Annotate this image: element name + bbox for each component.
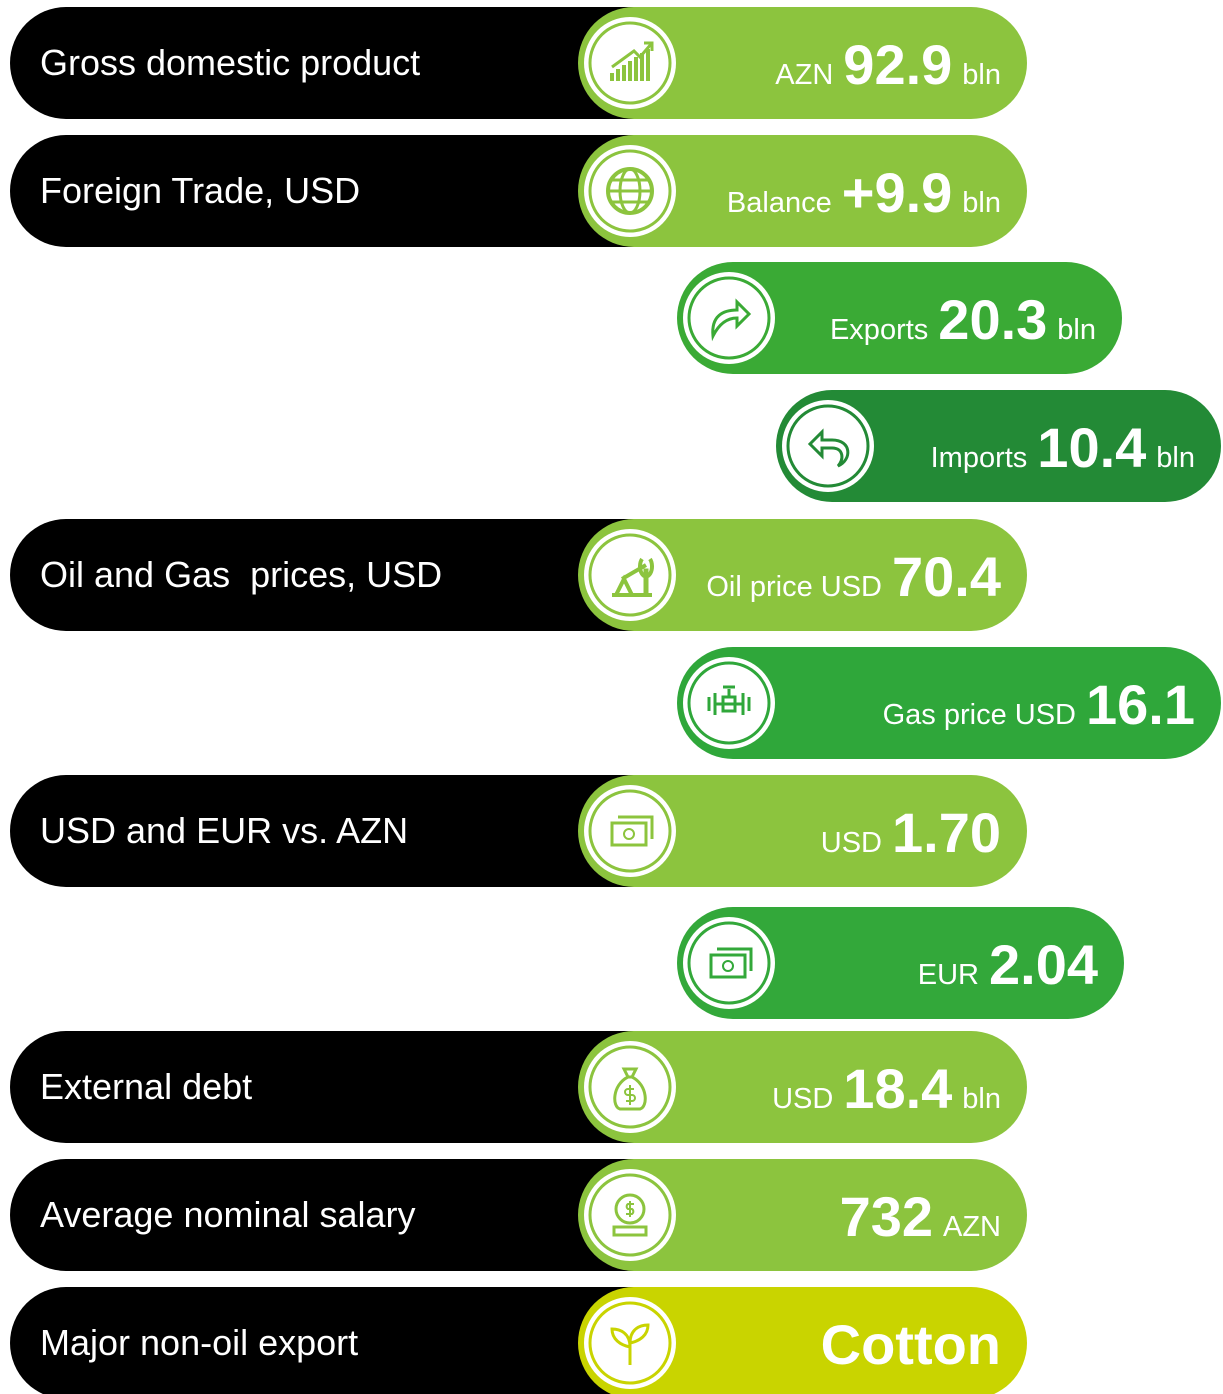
- value-text: Exports 20.3 bln: [830, 287, 1096, 352]
- value-number: 20.3: [938, 288, 1048, 351]
- value-prefix: Exports: [829, 314, 929, 346]
- value-text: EUR 2.04: [918, 932, 1098, 997]
- row-label: Oil and Gas prices, USD: [40, 554, 443, 595]
- value-number: 16.1: [1086, 673, 1195, 736]
- value-text: USD 1.70: [821, 800, 1001, 865]
- value-pill: Imports 10.4 bln: [776, 390, 1221, 502]
- row-label: Major non-oil export: [40, 1322, 359, 1363]
- value-pill: Balance +9.9 bln: [578, 135, 1027, 247]
- value-number: Cotton: [820, 1313, 1001, 1376]
- value-pill: USD 1.70: [578, 775, 1027, 887]
- value-number: 92.9: [843, 33, 953, 96]
- value-prefix: Oil price USD: [706, 571, 882, 603]
- value-suffix: bln: [1057, 314, 1096, 346]
- value-suffix: AZN: [943, 1211, 1001, 1243]
- icon: [584, 17, 676, 109]
- value-number: 18.4: [843, 1057, 953, 1120]
- value-pill: Cotton: [578, 1287, 1027, 1394]
- value-prefix: AZN: [775, 59, 834, 91]
- row-bar: Foreign Trade, USD: [10, 135, 650, 247]
- row-label: Gross domestic product: [40, 42, 421, 83]
- icon: [683, 917, 775, 1009]
- icon: [584, 145, 676, 237]
- value-number: 2.04: [989, 933, 1098, 996]
- icon: [584, 785, 676, 877]
- value-prefix: USD: [820, 827, 882, 859]
- value-pill: AZN 92.9 bln: [578, 7, 1027, 119]
- icon: [584, 1169, 676, 1261]
- value-pill: Gas price USD 16.1: [677, 647, 1221, 759]
- value-text: Balance +9.9 bln: [727, 160, 1001, 225]
- value-pill: Oil price USD 70.4: [578, 519, 1027, 631]
- row-label: Average nominal salary: [40, 1194, 416, 1235]
- icon: [584, 529, 676, 621]
- value-number: 1.70: [892, 801, 1001, 864]
- row-label: Foreign Trade, USD: [40, 170, 361, 211]
- icon: [584, 1297, 676, 1389]
- value-text: Oil price USD 70.4: [706, 544, 1001, 609]
- value-text: Gas price USD 16.1: [883, 672, 1195, 737]
- row-bar: External debt: [10, 1031, 650, 1143]
- value-number: 732: [839, 1185, 933, 1248]
- value-prefix: Balance: [726, 187, 832, 219]
- value-number: 10.4: [1037, 416, 1147, 479]
- value-text: Imports 10.4 bln: [931, 415, 1195, 480]
- row-bar: USD and EUR vs. AZN: [10, 775, 650, 887]
- value-suffix: bln: [962, 1083, 1001, 1115]
- icon: [782, 400, 874, 492]
- value-prefix: EUR: [917, 959, 979, 991]
- value-pill: USD 18.4 bln: [578, 1031, 1027, 1143]
- value-prefix: Imports: [930, 442, 1028, 474]
- icon: [683, 272, 775, 364]
- value-text: 732 AZN: [840, 1184, 1001, 1249]
- value-number: +9.9: [841, 161, 953, 224]
- row-bar: Gross domestic product: [10, 7, 650, 119]
- value-pill: EUR 2.04: [677, 907, 1124, 1019]
- row-label: External debt: [40, 1066, 253, 1107]
- value-suffix: bln: [962, 59, 1001, 91]
- value-prefix: USD: [772, 1083, 834, 1115]
- row-label: USD and EUR vs. AZN: [40, 810, 409, 851]
- icon: [584, 1041, 676, 1133]
- value-suffix: bln: [962, 187, 1001, 219]
- value-pill: Exports 20.3 bln: [677, 262, 1122, 374]
- icon: [683, 657, 775, 749]
- value-number: 70.4: [892, 545, 1001, 608]
- value-prefix: Gas price USD: [882, 699, 1076, 731]
- value-text: AZN 92.9 bln: [775, 32, 1001, 97]
- value-suffix: bln: [1156, 442, 1195, 474]
- row-bar: Major non-oil export: [10, 1287, 650, 1394]
- row-bar: Average nominal salary: [10, 1159, 650, 1271]
- row-bar: Oil and Gas prices, USD: [10, 519, 650, 631]
- value-pill: 732 AZN: [578, 1159, 1027, 1271]
- value-text: Cotton: [821, 1312, 1001, 1377]
- value-text: USD 18.4 bln: [772, 1056, 1001, 1121]
